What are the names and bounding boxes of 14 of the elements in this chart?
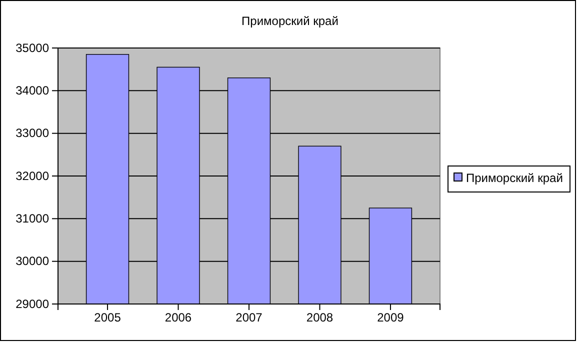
chart-title: Приморский край <box>242 14 338 28</box>
y-tick-label: 32000 <box>16 168 50 183</box>
x-tick-label: 2006 <box>164 310 192 325</box>
x-tick-label: 2008 <box>306 310 334 325</box>
y-tick-label: 35000 <box>16 40 50 55</box>
x-tick-label: 2005 <box>94 310 122 325</box>
x-tick-label: 2007 <box>236 310 263 325</box>
y-tick-label: 30000 <box>16 254 50 268</box>
x-tick-label: 2009 <box>377 310 404 325</box>
legend-label: Приморский край <box>466 171 563 185</box>
y-tick-label: 29000 <box>16 296 50 311</box>
y-tick-label: 34000 <box>16 84 50 98</box>
y-tick-label: 31000 <box>16 212 50 226</box>
y-tick-label: 33000 <box>16 126 50 140</box>
